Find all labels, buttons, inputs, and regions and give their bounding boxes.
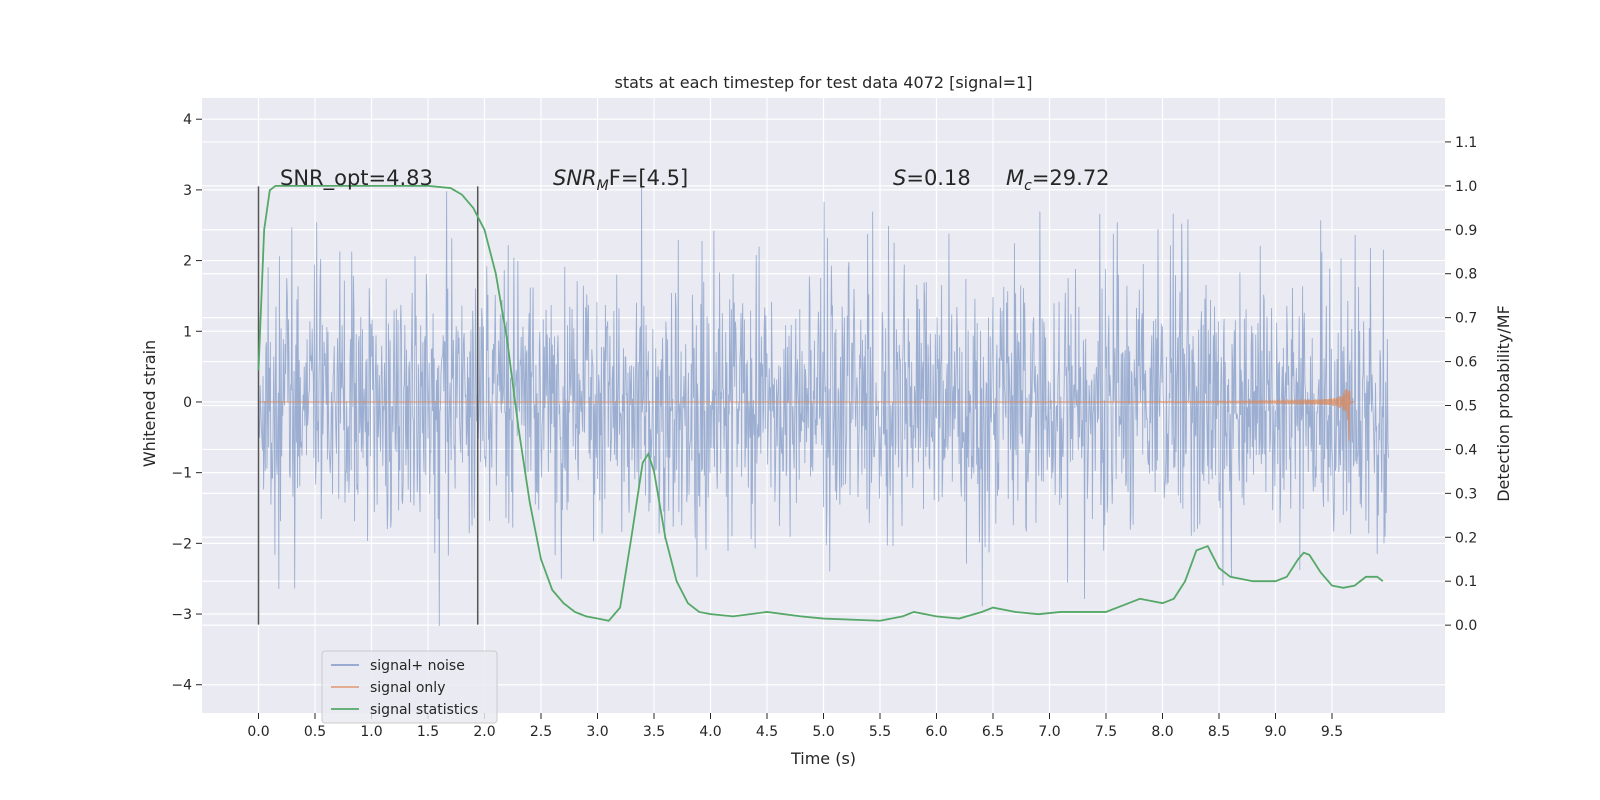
x-tick-label: 5.0 [812, 724, 834, 740]
x-tick-label: 7.5 [1095, 724, 1117, 740]
x-tick-label: 2.5 [530, 724, 552, 740]
y-left-tick-label: −4 [171, 678, 192, 694]
y-right-tick-label: 0.4 [1455, 442, 1477, 458]
legend-label-signal-statistics: signal statistics [370, 702, 478, 718]
x-tick-label: 0.0 [247, 724, 269, 740]
x-axis-label: Time (s) [790, 749, 856, 768]
x-tick-label: 9.5 [1321, 724, 1343, 740]
annotation-mc-sub: c [1024, 178, 1032, 194]
series-signal-noise-line [258, 172, 1389, 626]
x-tick-label: 1.0 [360, 724, 382, 740]
y-right-tick-label: 1.1 [1455, 135, 1477, 151]
annotation-snr-mf-var: SNR [553, 166, 597, 190]
x-tick-label: 0.5 [304, 724, 326, 740]
y-axis-left-label: Whitened strain [140, 340, 159, 467]
y-left-tick-label: 1 [183, 324, 192, 340]
annotation-mc-value: =29.72 [1032, 166, 1110, 190]
annotation-snr-mf-value: F=[4.5] [609, 166, 688, 190]
y-right-tick-label: 0.0 [1455, 618, 1477, 634]
x-tick-label: 6.0 [925, 724, 947, 740]
y-left-tick-label: 4 [183, 112, 192, 128]
annotation-snr-mf: SNRMF=[4.5] [553, 166, 688, 194]
y-right-tick-label: 0.9 [1455, 223, 1477, 239]
y-right-tick-label: 0.5 [1455, 399, 1477, 415]
x-tick-label: 4.0 [699, 724, 721, 740]
annotation-s: S=0.18 [893, 166, 971, 190]
x-tick-label: 3.5 [643, 724, 665, 740]
plot-series [257, 172, 1389, 626]
y-right-tick-label: 0.7 [1455, 311, 1477, 327]
x-tick-label: 1.5 [417, 724, 439, 740]
x-tick-label: 4.5 [756, 724, 778, 740]
annotation-s-value: =0.18 [906, 166, 970, 190]
y-right-tick-label: 0.1 [1455, 574, 1477, 590]
y-left-tick-label: −1 [171, 466, 192, 482]
y-right-tick-label: 0.8 [1455, 267, 1477, 283]
series-signal-only-line [258, 388, 1355, 442]
legend: signal+ noise signal only signal statist… [321, 650, 498, 724]
x-tick-label: 9.0 [1264, 724, 1286, 740]
y-left-tick-label: 0 [183, 395, 192, 411]
annotation-snr-mf-sub: M [597, 178, 609, 194]
x-tick-label: 8.5 [1208, 724, 1230, 740]
y-axis-right-label: Detection probability/MF [1494, 305, 1513, 502]
x-tick-label: 6.5 [982, 724, 1004, 740]
series-signal-statistics-line [257, 184, 1384, 622]
legend-label-signal-noise: signal+ noise [370, 658, 465, 674]
x-tick-label: 7.0 [1038, 724, 1060, 740]
annotation-mc: Mc=29.72 [1006, 166, 1110, 194]
x-tick-label: 8.0 [1151, 724, 1173, 740]
x-axis: 0.0 0.5 1.0 1.5 2.0 2.5 3.0 3.5 4.0 4.5 5.0 5.5 6.0 6… [247, 713, 1343, 740]
left-axis: −4 −3 −2 −1 0 1 2 3 4 [171, 112, 202, 694]
annotation-snr-opt: SNR_opt=4.83 [280, 166, 433, 191]
y-left-tick-label: −2 [171, 536, 192, 552]
annotations: SNR_opt=4.83 SNRMF=[4.5] S=0.18 Mc=29.72 [280, 166, 1110, 194]
y-left-tick-label: 2 [183, 254, 192, 270]
x-tick-label: 2.0 [473, 724, 495, 740]
y-right-tick-label: 1.0 [1455, 179, 1477, 195]
y-right-tick-label: 0.6 [1455, 355, 1477, 371]
x-tick-label: 5.5 [869, 724, 891, 740]
y-right-tick-label: 0.2 [1455, 530, 1477, 546]
y-left-tick-label: 3 [183, 183, 192, 199]
annotation-mc-var: M [1006, 166, 1024, 190]
x-tick-label: 3.0 [586, 724, 608, 740]
right-axis: 0.0 0.1 0.2 0.3 0.4 0.5 0.6 0.7 0.8 0.9 1.0 1.1 [1445, 135, 1477, 634]
y-left-tick-label: −3 [171, 607, 192, 623]
y-right-tick-label: 0.3 [1455, 486, 1477, 502]
legend-label-signal-only: signal only [370, 680, 445, 696]
legend-box [321, 650, 498, 724]
chart-title: stats at each timestep for test data 407… [614, 73, 1032, 92]
annotation-s-var: S [893, 166, 906, 190]
